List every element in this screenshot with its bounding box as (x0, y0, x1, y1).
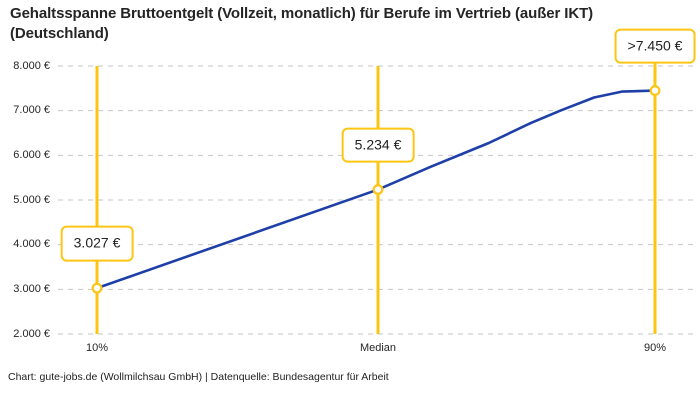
value-label-p90: >7.450 € (614, 28, 696, 64)
y-tick-label: 5.000 € (13, 193, 50, 206)
chart-title-line1: Gehaltsspanne Bruttoentgelt (Vollzeit, m… (10, 5, 594, 22)
y-tick-label: 6.000 € (13, 148, 50, 161)
value-label-p10: 3.027 € (60, 225, 134, 262)
value-label-median: 5.234 € (341, 127, 415, 163)
chart-title: Gehaltsspanne Bruttoentgelt (Vollzeit, m… (10, 4, 680, 43)
data-point (91, 282, 103, 294)
y-tick-label: 7.000 € (13, 104, 50, 117)
x-tick-label: Median (359, 342, 397, 354)
y-tick-label: 8.000 € (13, 59, 50, 72)
x-tick-label: 10% (85, 342, 109, 354)
chart-title-line2: (Deutschland) (10, 24, 109, 42)
salary-curve (95, 89, 657, 290)
y-tick-label: 3.000 € (13, 282, 50, 295)
y-tick-label: 4.000 € (13, 238, 50, 251)
y-tick-label: 2.000 € (13, 327, 50, 340)
data-point (649, 85, 661, 96)
source-attribution: Chart: gute-jobs.de (Wollmilchsau GmbH) … (8, 371, 389, 383)
x-tick-label: 90% (643, 342, 667, 354)
data-point (372, 184, 384, 195)
